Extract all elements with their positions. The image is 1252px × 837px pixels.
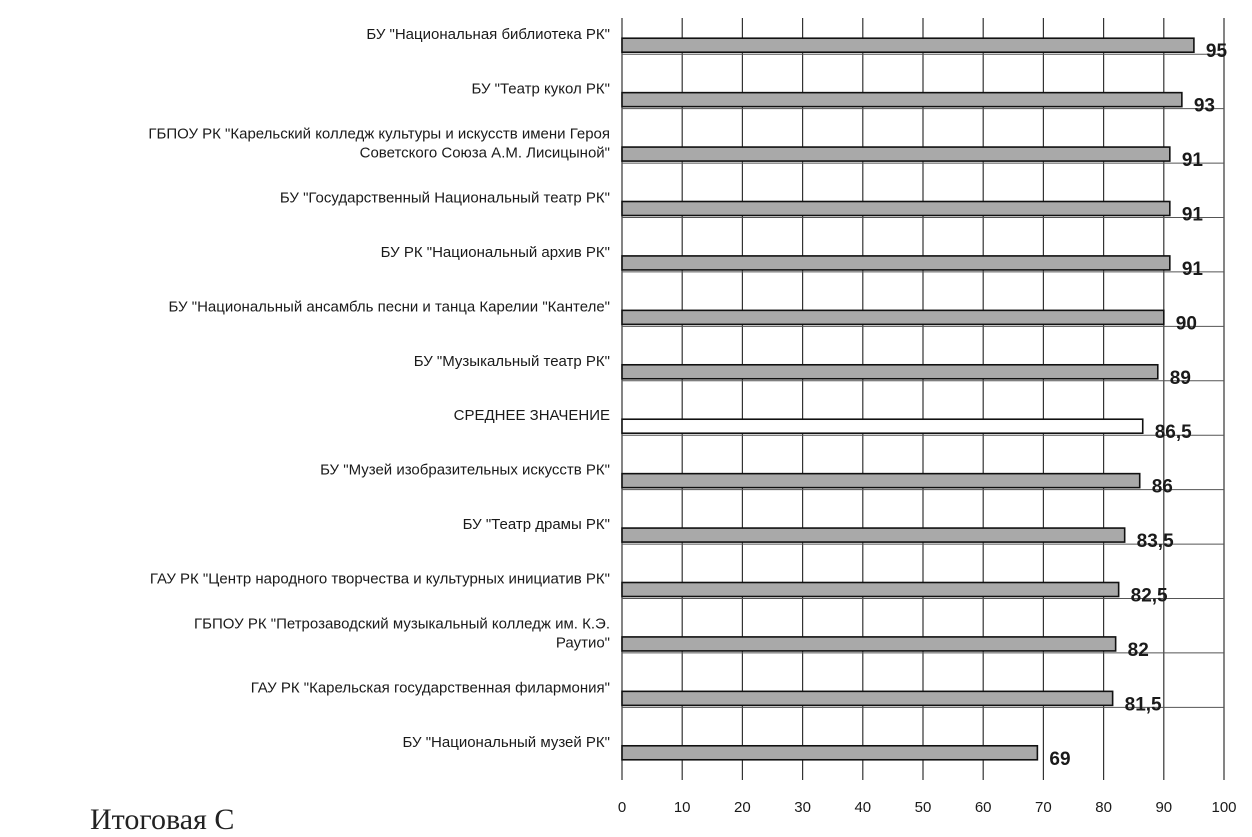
data-label: 86 bbox=[1152, 477, 1173, 498]
x-tick-label: 0 bbox=[618, 799, 626, 816]
grid bbox=[621, 18, 1225, 780]
category-label: БУ "Театр кукол РК" bbox=[471, 81, 610, 98]
data-label: 83,5 bbox=[1137, 531, 1174, 552]
bar bbox=[621, 418, 1144, 435]
bars bbox=[621, 37, 1195, 761]
category-label: БУ "Национальный ансамбль песни и танца … bbox=[169, 298, 610, 315]
data-label: 93 bbox=[1194, 96, 1215, 117]
category-label: БУ "Национальный музей РК" bbox=[403, 734, 610, 751]
category-label: Раутио" bbox=[556, 634, 610, 651]
x-tick-label: 50 bbox=[915, 799, 932, 816]
value-labels: 95 93 91 91 91 90 89 86,5 86 83,5 82,5 82 81,5 69 bbox=[1049, 41, 1227, 770]
bar bbox=[621, 91, 1183, 108]
x-tick-label: 10 bbox=[674, 799, 691, 816]
data-label: 82,5 bbox=[1131, 586, 1168, 607]
data-label: 81,5 bbox=[1125, 694, 1162, 715]
x-tick-label: 60 bbox=[975, 799, 992, 816]
category-label: БУ "Театр драмы РК" bbox=[463, 516, 610, 533]
data-label: 69 bbox=[1049, 749, 1070, 770]
bar bbox=[621, 37, 1195, 54]
data-label: 95 bbox=[1206, 41, 1228, 62]
data-label: 82 bbox=[1128, 640, 1149, 661]
data-label: 91 bbox=[1182, 150, 1204, 171]
category-labels: БУ "Национальная библиотека РК" БУ "Театр… bbox=[148, 26, 610, 751]
data-label: 86,5 bbox=[1155, 422, 1192, 443]
bar bbox=[621, 146, 1171, 162]
x-tick-label: 30 bbox=[794, 799, 811, 816]
category-label: ГБПОУ РК "Петрозаводский музыкальный кол… bbox=[194, 615, 610, 632]
category-label: БУ РК "Национальный архив РК" bbox=[381, 244, 610, 261]
bar bbox=[621, 472, 1141, 489]
bar bbox=[621, 309, 1165, 326]
bar bbox=[621, 527, 1126, 543]
category-label: ГБПОУ РК "Карельский колледж культуры и … bbox=[148, 126, 610, 143]
data-label: 89 bbox=[1170, 368, 1191, 389]
x-tick-label: 90 bbox=[1155, 799, 1172, 816]
bar bbox=[621, 744, 1039, 761]
bar bbox=[621, 690, 1114, 707]
category-label: БУ "Национальная библиотека РК" bbox=[366, 26, 610, 43]
x-tick-label: 20 bbox=[734, 799, 751, 816]
category-label: ГАУ РК "Карельская государственная филар… bbox=[251, 679, 610, 696]
category-label: БУ "Музей изобразительных искусств РК" bbox=[320, 462, 610, 479]
category-label: БУ "Государственный Национальный театр Р… bbox=[280, 190, 610, 207]
footer-text: Итоговая С bbox=[90, 803, 235, 836]
x-tick-label: 40 bbox=[854, 799, 871, 816]
x-tick-label: 80 bbox=[1095, 799, 1112, 816]
category-label: Советского Союза А.М. Лисицыной" bbox=[360, 145, 610, 162]
category-label: СРЕДНЕЕ ЗНАЧЕНИЕ bbox=[454, 407, 610, 424]
bar bbox=[621, 255, 1171, 271]
x-tick-label: 100 bbox=[1211, 799, 1236, 816]
category-label: ГАУ РК "Центр народного творчества и кул… bbox=[150, 571, 610, 588]
x-tick-label: 70 bbox=[1035, 799, 1052, 816]
data-label: 91 bbox=[1182, 259, 1204, 280]
data-label: 91 bbox=[1182, 205, 1204, 226]
bar bbox=[621, 363, 1159, 380]
data-label: 90 bbox=[1176, 313, 1197, 334]
bar bbox=[621, 200, 1171, 217]
bar bbox=[621, 636, 1117, 652]
x-axis-ticks: 0 10 20 30 40 50 60 70 80 90 100 bbox=[618, 799, 1237, 816]
bar bbox=[621, 581, 1120, 598]
category-label: БУ "Музыкальный театр РК" bbox=[414, 353, 610, 370]
